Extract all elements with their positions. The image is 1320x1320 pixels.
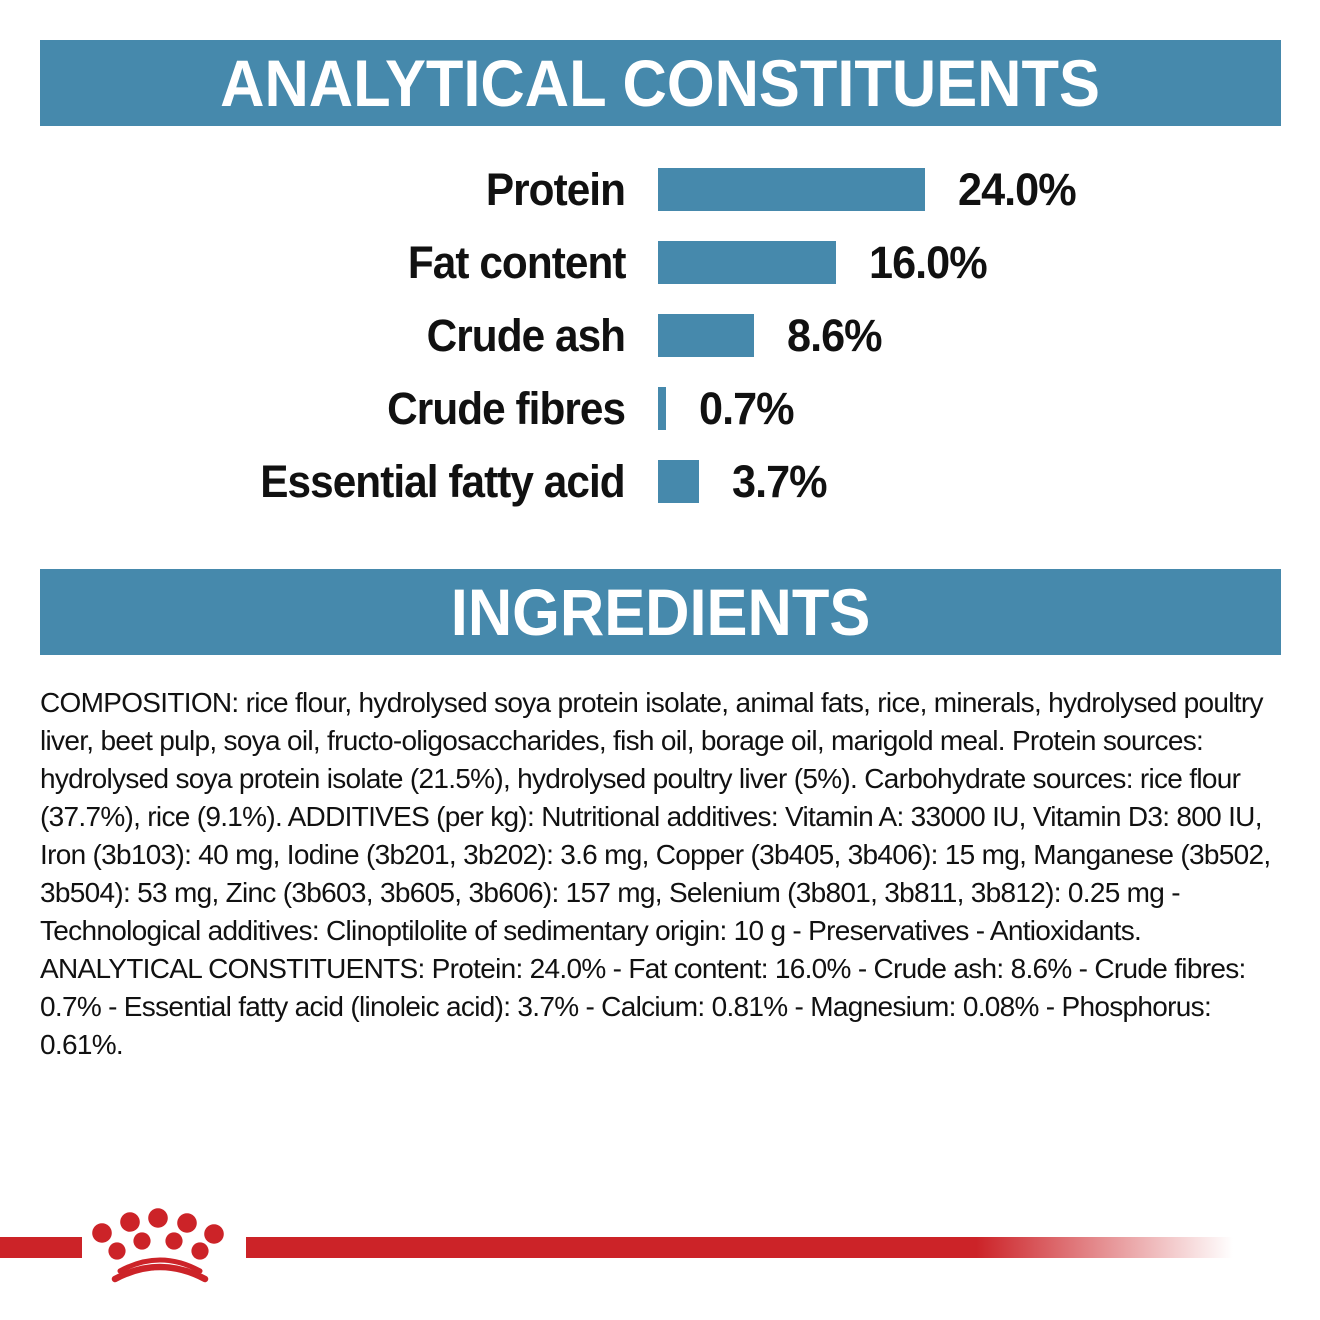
- chart-bar: [658, 314, 754, 357]
- royal-canin-crown-icon: [92, 1208, 224, 1283]
- chart-row-crude-fibres: Crude fibres 0.7%: [40, 372, 1281, 445]
- analytical-constituents-banner: ANALYTICAL CONSTITUENTS: [40, 40, 1281, 126]
- chart-bar: [658, 460, 700, 503]
- chart-value: 16.0%: [869, 236, 988, 288]
- chart-label: Protein: [485, 163, 626, 215]
- chart-row-crude-ash: Crude ash 8.6%: [40, 299, 1281, 372]
- chart-bar: [658, 168, 925, 211]
- composition-text: COMPOSITION: rice flour, hydrolysed soya…: [40, 687, 1271, 1060]
- brand-band-left: [0, 1237, 82, 1258]
- chart-label: Essential fatty acid: [260, 455, 626, 507]
- chart-label: Fat content: [407, 236, 626, 288]
- chart-value: 0.7%: [698, 382, 795, 434]
- chart-row-protein: Protein 24.0%: [40, 153, 1281, 226]
- chart-bar: [658, 241, 836, 284]
- brand-band-right: [246, 1237, 1233, 1258]
- chart-label: Crude fibres: [387, 382, 626, 434]
- chart-value: 3.7%: [732, 455, 828, 507]
- ingredients-title: INGREDIENTS: [450, 575, 871, 649]
- chart-row-essential-fatty-acid: Essential fatty acid 3.7%: [40, 445, 1281, 518]
- ingredients-banner: INGREDIENTS: [40, 569, 1281, 655]
- chart-value: 8.6%: [786, 309, 883, 361]
- analytical-constituents-chart: Protein 24.0% Fat content 16.0% Crude as…: [40, 153, 1281, 518]
- analytical-constituents-title: ANALYTICAL CONSTITUENTS: [220, 46, 1101, 120]
- chart-label: Crude ash: [426, 309, 626, 361]
- chart-bar: [658, 387, 666, 430]
- chart-value: 24.0%: [958, 163, 1077, 215]
- chart-row-fat-content: Fat content 16.0%: [40, 226, 1281, 299]
